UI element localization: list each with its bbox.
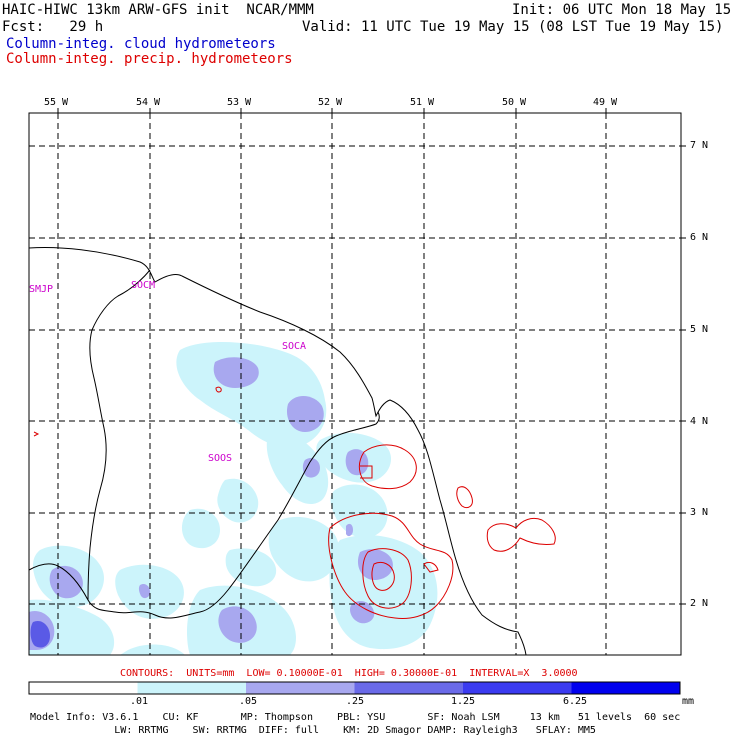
lat-label: 6 N — [690, 232, 709, 243]
coastline — [29, 247, 527, 655]
colorbar-segment — [246, 682, 355, 694]
station-label: SMJP — [29, 284, 54, 295]
colorbar-segment — [354, 682, 463, 694]
cloud-medium-fill — [29, 357, 393, 650]
colorbar-tick: .05 — [239, 696, 258, 707]
lat-label: 3 N — [690, 507, 709, 518]
lon-label: 54 W — [136, 97, 161, 108]
lat-label: 2 N — [690, 598, 709, 609]
colorbar-frame — [28, 681, 681, 695]
colorbar-segment — [571, 682, 680, 694]
lat-label: 4 N — [690, 416, 709, 427]
model-title: HAIC-HIWC 13km ARW-GFS init NCAR/MMM — [2, 2, 314, 18]
colorbar-segment — [463, 682, 572, 694]
cloud-light-fill — [29, 341, 438, 655]
field-precip-label: Column-integ. precip. hydrometeors — [6, 51, 293, 67]
colorbar — [28, 681, 681, 695]
colorbar-tick: 1.25 — [451, 696, 476, 707]
station-label: SOCA — [282, 341, 307, 352]
colorbar-tick: .25 — [346, 696, 365, 707]
field-cloud-label: Column-integ. cloud hydrometeors — [6, 36, 276, 52]
colorbar-units: mm — [682, 696, 695, 707]
lat-label: 7 N — [690, 140, 709, 151]
map-frame — [28, 112, 682, 656]
forecast-hour: Fcst: 29 h — [2, 19, 104, 35]
precip-contours — [33, 386, 556, 619]
lat-label: 5 N — [690, 324, 709, 335]
colorbar-segment — [29, 682, 138, 694]
colorbar-tick: .01 — [130, 696, 149, 707]
model-info-line1: Model Info: V3.6.1 CU: KF MP: Thompson P… — [30, 712, 681, 723]
contour-info: CONTOURS: UNITS=mm LOW= 0.10000E-01 HIGH… — [120, 668, 578, 679]
lat-lon-grid — [29, 113, 681, 655]
station-label: SOCM — [131, 280, 156, 291]
station-label: SOOS — [208, 453, 233, 464]
init-time: Init: 06 UTC Mon 18 May 15 — [512, 2, 732, 18]
lon-label: 55 W — [44, 97, 69, 108]
lat-ticks — [681, 145, 686, 605]
cloud-dark-fill — [30, 620, 50, 648]
lon-label: 51 W — [410, 97, 435, 108]
lon-label: 50 W — [502, 97, 527, 108]
lon-label: 49 W — [593, 97, 618, 108]
lon-ticks — [57, 108, 607, 113]
model-info-line2: LW: RRTMG SW: RRTMG DIFF: full KM: 2D Sm… — [30, 725, 596, 736]
lon-label: 53 W — [227, 97, 252, 108]
colorbar-segment — [137, 682, 246, 694]
lon-label: 52 W — [318, 97, 343, 108]
colorbar-tick: 6.25 — [563, 696, 588, 707]
valid-time: Valid: 11 UTC Tue 19 May 15 (08 LST Tue … — [302, 19, 724, 35]
